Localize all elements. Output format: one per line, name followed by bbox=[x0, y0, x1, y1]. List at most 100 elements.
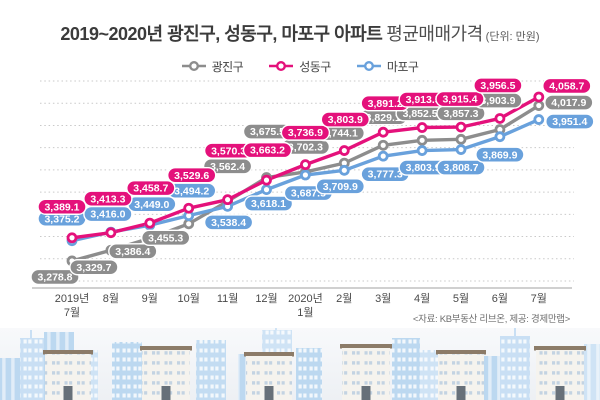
svg-text:3,413.3: 3,413.3 bbox=[90, 193, 125, 205]
title-sub: 평균매매가격 bbox=[386, 24, 483, 44]
data-point-label: 3,494.2 bbox=[166, 182, 217, 199]
data-point-label: 3,702.3 bbox=[280, 138, 331, 156]
data-point-marker bbox=[338, 164, 350, 176]
svg-text:3,562.4: 3,562.4 bbox=[210, 161, 245, 173]
legend-line-marker-icon bbox=[181, 61, 206, 71]
svg-text:3,808.7: 3,808.7 bbox=[443, 162, 478, 174]
svg-text:3,570.3: 3,570.3 bbox=[211, 145, 246, 157]
x-tick-label: 2020년 1월 bbox=[288, 292, 323, 319]
data-point-marker bbox=[299, 169, 311, 181]
x-tick-label: 2019년 7월 bbox=[55, 292, 90, 319]
legend-item-마포구: 마포구 bbox=[356, 58, 419, 75]
data-point-label: 3,803.9 bbox=[320, 111, 370, 128]
data-point-marker bbox=[261, 184, 272, 196]
data-point-marker bbox=[183, 202, 195, 214]
svg-text:3,829.1: 3,829.1 bbox=[366, 112, 401, 124]
data-point-marker bbox=[338, 145, 350, 156]
x-tick-label: 7월 bbox=[531, 292, 547, 305]
legend-label: 광진구 bbox=[211, 59, 244, 74]
data-point-label: 3,618.1 bbox=[243, 195, 294, 212]
svg-text:3,857.3: 3,857.3 bbox=[443, 108, 478, 120]
svg-text:3,663.2: 3,663.2 bbox=[250, 145, 285, 157]
data-point-marker bbox=[416, 122, 428, 133]
data-point-label: 3,869.9 bbox=[475, 146, 525, 163]
x-tick-label: 8월 bbox=[103, 292, 119, 305]
data-point-label: 3,529.6 bbox=[166, 167, 217, 184]
svg-text:3,709.9: 3,709.9 bbox=[323, 181, 358, 193]
data-point-marker bbox=[416, 145, 428, 156]
series-value-labels-성동구: 3,389.1 3,413.3 3,458.7 3,529.6 3,570.3 3,663… bbox=[37, 77, 592, 215]
data-point-label: 3,389.1 bbox=[37, 198, 87, 215]
x-tick-label: 5월 bbox=[453, 292, 469, 305]
legend-label: 성동구 bbox=[299, 59, 331, 74]
series-value-labels-광진구: 3,278.8 3,329.7 3,386.4 3,455.3 3,562.4 3,675… bbox=[30, 92, 594, 286]
svg-text:3,494.2: 3,494.2 bbox=[174, 185, 209, 197]
svg-text:3,777.3: 3,777.3 bbox=[368, 169, 403, 181]
city-skyline-illustration bbox=[0, 328, 600, 400]
legend-item-광진구: 광진구 bbox=[181, 58, 244, 75]
data-point-marker bbox=[494, 113, 506, 124]
svg-text:4,058.7: 4,058.7 bbox=[549, 81, 584, 93]
data-point-marker bbox=[533, 100, 545, 111]
foreground-buildings bbox=[43, 344, 586, 400]
data-point-marker bbox=[377, 139, 389, 151]
svg-text:3,675.5: 3,675.5 bbox=[250, 126, 285, 138]
legend-line-marker-icon bbox=[356, 61, 381, 71]
data-point-label: 3,329.7 bbox=[69, 259, 119, 276]
svg-text:3,389.1: 3,389.1 bbox=[44, 201, 79, 213]
svg-text:3,803.9: 3,803.9 bbox=[328, 114, 363, 126]
source-note: <자료: KB부동산 리브온, 제공: 경제만랩> bbox=[412, 314, 570, 325]
data-point-label: 3,458.7 bbox=[126, 179, 176, 197]
data-point-marker bbox=[105, 227, 117, 239]
x-tick-label: 2월 bbox=[336, 292, 352, 305]
data-point-label: 3,562.4 bbox=[202, 158, 253, 175]
data-point-marker bbox=[533, 114, 545, 125]
svg-text:3,329.7: 3,329.7 bbox=[76, 262, 111, 274]
x-tick-label: 9월 bbox=[142, 292, 158, 305]
data-point-label: 3,413.3 bbox=[83, 190, 133, 207]
svg-text:3,736.9: 3,736.9 bbox=[288, 127, 323, 139]
data-point-marker bbox=[455, 144, 467, 155]
x-tick-label: 11월 bbox=[217, 292, 239, 305]
data-point-label: 3,538.4 bbox=[203, 214, 254, 231]
x-tick-label: 10월 bbox=[178, 292, 200, 305]
svg-text:3,375.2: 3,375.2 bbox=[44, 213, 79, 225]
svg-text:3,458.7: 3,458.7 bbox=[133, 183, 168, 195]
data-point-marker bbox=[455, 121, 467, 133]
data-point-marker bbox=[494, 131, 506, 143]
legend-label: 마포구 bbox=[386, 59, 419, 74]
data-point-label: 3,736.9 bbox=[280, 124, 331, 141]
data-point-label: 3,449.0 bbox=[127, 195, 177, 213]
data-point-label: 3,915.4 bbox=[435, 90, 485, 108]
svg-text:3,956.5: 3,956.5 bbox=[480, 80, 515, 92]
data-point-marker bbox=[299, 159, 311, 171]
data-point-label: 3,386.4 bbox=[108, 243, 158, 260]
data-point-label: 3,416.0 bbox=[83, 205, 133, 223]
data-point-marker bbox=[377, 150, 389, 162]
svg-text:3,416.0: 3,416.0 bbox=[90, 209, 125, 221]
data-point-marker bbox=[261, 174, 272, 186]
data-point-marker bbox=[455, 133, 467, 145]
data-point-label: 3,913.5 bbox=[398, 91, 448, 108]
data-point-label: 3,891.2 bbox=[360, 94, 410, 112]
title-unit: (단위: 만원) bbox=[485, 31, 540, 43]
svg-text:3,951.4: 3,951.4 bbox=[552, 116, 587, 128]
title-main: 2019~2020년 광진구, 성동구, 마포구 아파트 bbox=[60, 24, 383, 44]
svg-text:3,449.0: 3,449.0 bbox=[134, 199, 169, 211]
svg-text:3,903.9: 3,903.9 bbox=[480, 95, 515, 107]
svg-text:3,744.1: 3,744.1 bbox=[323, 128, 358, 140]
svg-text:3,529.6: 3,529.6 bbox=[174, 170, 209, 182]
data-point-marker bbox=[66, 232, 78, 244]
data-point-marker bbox=[222, 194, 234, 206]
series-value-labels-마포구: 3,375.2 3,416.0 3,449.0 3,494.2 3,538.4 3,618… bbox=[37, 113, 595, 231]
x-tick-label: 12월 bbox=[255, 292, 277, 305]
x-tick-label: 6월 bbox=[492, 292, 508, 305]
data-point-label: 3,808.7 bbox=[436, 159, 486, 176]
data-point-marker bbox=[144, 217, 156, 229]
data-point-marker bbox=[416, 134, 428, 146]
x-axis-labels: 2019년 7월 8월 9월 10월 11월 12월 2020년 1월 2월 3월 4월 5월 6월 7월 bbox=[55, 292, 547, 319]
series-markers-성동구 bbox=[66, 91, 545, 244]
data-point-marker bbox=[377, 126, 389, 138]
svg-text:3,915.4: 3,915.4 bbox=[442, 94, 477, 106]
